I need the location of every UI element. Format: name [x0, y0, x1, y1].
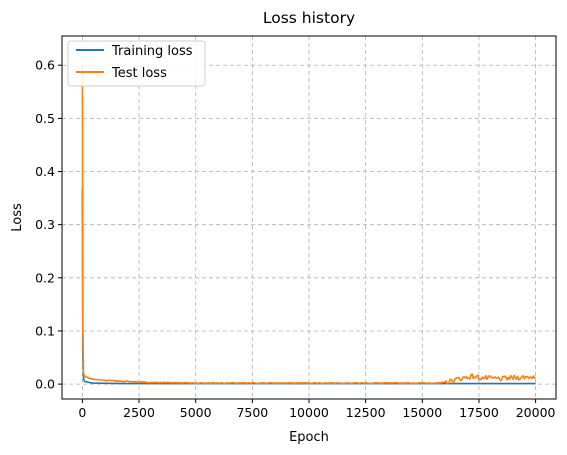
x-tick-label: 0: [78, 405, 86, 420]
x-axis-ticks: 0 2500 5000 7500 10000 12500 15000 17500 20000: [78, 399, 556, 420]
x-tick-label: 5000: [180, 405, 212, 420]
x-tick-label: 20000: [516, 405, 556, 420]
y-tick-label: 0.1: [35, 323, 55, 338]
legend: Training loss Test loss: [67, 40, 206, 87]
y-tick-label: 0.2: [35, 270, 55, 285]
y-axis-ticks: 0.0 0.1 0.2 0.3 0.4 0.5 0.6: [35, 58, 62, 392]
legend-label-training-loss: Training loss: [111, 44, 193, 59]
x-tick-label: 15000: [402, 405, 442, 420]
x-tick-label: 2500: [123, 405, 155, 420]
y-axis-label: Loss: [10, 203, 25, 232]
chart-title: Loss history: [263, 9, 355, 27]
plot-area: [81, 65, 537, 385]
x-tick-label: 10000: [289, 405, 329, 420]
legend-box: [67, 40, 206, 87]
x-tick-label: 17500: [459, 405, 499, 420]
x-axis-label: Epoch: [289, 430, 329, 445]
x-tick-label: 12500: [346, 405, 386, 420]
y-tick-label: 0.5: [35, 111, 55, 126]
y-tick-label: 0.4: [35, 164, 55, 179]
series-line-test-loss: [81, 65, 537, 385]
y-tick-label: 0.0: [35, 377, 55, 392]
legend-label-test-loss: Test loss: [111, 66, 167, 81]
y-tick-label: 0.3: [35, 217, 55, 232]
y-tick-label: 0.6: [35, 58, 55, 73]
x-tick-label: 7500: [236, 405, 268, 420]
